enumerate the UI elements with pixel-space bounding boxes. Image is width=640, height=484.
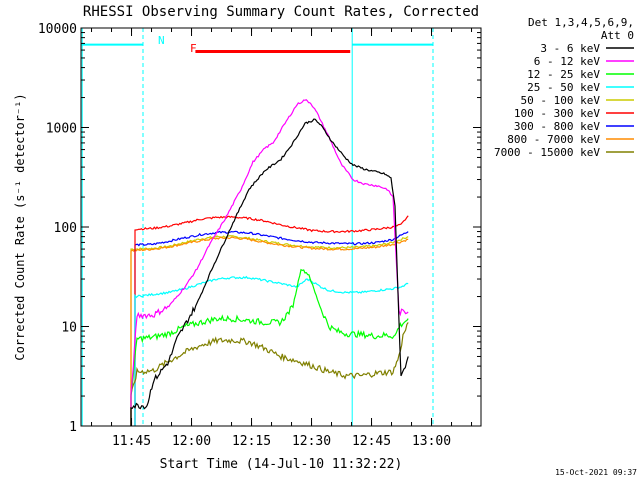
- flare-label: F: [190, 42, 197, 55]
- legend-label-7: 300 - 800 keV: [514, 120, 600, 133]
- x-tick-label-3: 12:15: [232, 434, 271, 449]
- x-tick-label-6: 13:00: [412, 434, 451, 449]
- legend-label-2: 6 - 12 keV: [534, 55, 601, 68]
- y-tick-label-4: 1000: [46, 122, 77, 137]
- legend-label-5: 50 - 100 keV: [521, 94, 601, 107]
- series-line-2: [130, 98, 409, 426]
- series-line-3: [130, 268, 409, 426]
- x-tick-label-5: 12:45: [352, 434, 391, 449]
- legend-label-3: 12 - 25 keV: [527, 68, 600, 81]
- series-line-8: [130, 236, 409, 426]
- legend-label-6: 100 - 300 keV: [514, 107, 600, 120]
- series-line-6: [134, 215, 409, 426]
- footer-date: 15-Oct-2021 09:37: [555, 468, 637, 477]
- legend-label-9: 7000 - 15000 keV: [494, 146, 600, 159]
- legend-label-8: 800 - 7000 keV: [507, 133, 600, 146]
- legend-label-4: 25 - 50 keV: [527, 81, 600, 94]
- x-tick-label-2: 12:00: [172, 434, 211, 449]
- series-line-9: [130, 322, 409, 426]
- chart-title: RHESSI Observing Summary Count Rates, Co…: [83, 4, 479, 20]
- series-line-4: [134, 275, 409, 426]
- series-line-1: [130, 118, 409, 426]
- y-tick-label-1: 1: [69, 420, 77, 435]
- y-tick-label-5: 10000: [38, 22, 77, 37]
- x-tick-label-4: 12:30: [292, 434, 331, 449]
- series-line-7: [134, 230, 409, 426]
- x-axis-label: Start Time (14-Jul-10 11:32:22): [160, 457, 403, 472]
- y-axis-label: Corrected Count Rate (s⁻¹ detector⁻¹): [13, 93, 27, 360]
- y-tick-label-2: 10: [61, 321, 77, 336]
- legend-subtitle: Att 0: [601, 29, 634, 42]
- night-label: N: [158, 34, 165, 47]
- y-tick-label-3: 100: [54, 221, 77, 236]
- legend-label-1: 3 - 6 keV: [540, 42, 600, 55]
- x-tick-label-1: 11:45: [112, 434, 151, 449]
- legend-title: Det 1,3,4,5,6,9,: [528, 16, 634, 29]
